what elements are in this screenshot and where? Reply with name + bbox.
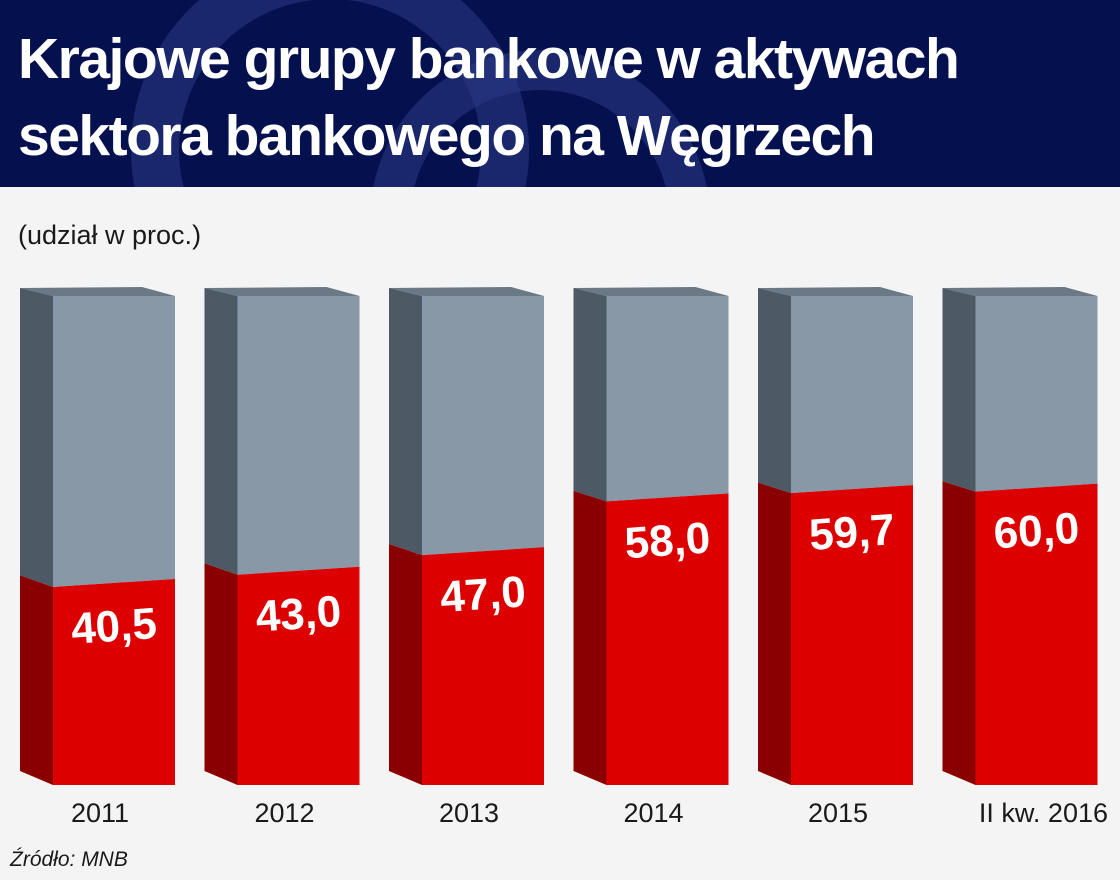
bar-rest-front bbox=[791, 296, 913, 494]
value-label: 43,0 bbox=[254, 587, 343, 642]
chart-subtitle: (udział w proc.) bbox=[18, 220, 201, 250]
value-label: 47,0 bbox=[439, 567, 528, 622]
bar-6: 60,0 bbox=[942, 287, 1098, 785]
value-label: 40,5 bbox=[70, 599, 159, 654]
bar-value-front bbox=[53, 578, 175, 785]
bar-value-side bbox=[20, 575, 53, 785]
bar-top-face bbox=[204, 287, 360, 296]
bar-rest-front bbox=[975, 296, 1098, 492]
bar-value-front bbox=[237, 566, 360, 785]
bar-rest-side bbox=[20, 288, 53, 587]
bar-value-side bbox=[942, 481, 976, 785]
bar-top-face bbox=[573, 287, 729, 296]
bar-value-front bbox=[975, 483, 1098, 785]
bar-5: 59,7 bbox=[758, 287, 913, 785]
category-label: 2012 bbox=[254, 798, 314, 828]
category-label: 2014 bbox=[623, 798, 683, 828]
bar-top-face bbox=[942, 287, 1098, 296]
category-label: 2011 bbox=[71, 798, 129, 828]
bar-4: 58,0 bbox=[573, 287, 729, 785]
bar-value-front bbox=[422, 547, 544, 785]
bars-group: 40,5 43,0 47,0 58,0 59,7 60,0 bbox=[20, 287, 1098, 785]
chart-title-line-1: Krajowe grupy bankowe w aktywach bbox=[18, 27, 958, 91]
bar-value-side bbox=[573, 490, 607, 785]
value-label: 60,0 bbox=[992, 504, 1081, 559]
bar-value-side bbox=[389, 543, 422, 785]
bar-value-front bbox=[791, 485, 913, 785]
bar-rest-front bbox=[606, 296, 729, 502]
bar-rest-side bbox=[204, 288, 238, 575]
value-label: 59,7 bbox=[808, 505, 897, 560]
watermark-ring-1 bbox=[131, 0, 529, 187]
bar-rest-side bbox=[573, 288, 607, 502]
bar-top-face bbox=[389, 287, 544, 296]
bar-2: 43,0 bbox=[204, 287, 360, 785]
category-labels: 2011 2012 2013 2014 2015 II kw. 2016 bbox=[71, 798, 1108, 828]
chart-title-line-2: sektora bankowego na Węgrzech bbox=[18, 104, 874, 168]
bar-value-side bbox=[204, 563, 238, 785]
bar-value-front bbox=[606, 493, 729, 785]
category-label: II kw. 2016 bbox=[979, 798, 1108, 828]
watermark-ring-2 bbox=[373, 50, 707, 187]
bar-rest-side bbox=[758, 288, 791, 494]
bar-3: 47,0 bbox=[389, 287, 544, 785]
bar-rest-front bbox=[53, 296, 175, 587]
bar-rest-side bbox=[389, 288, 422, 556]
category-label: 2015 bbox=[808, 798, 868, 828]
bar-rest-front bbox=[237, 296, 360, 575]
source-note: Źródło: MNB bbox=[9, 848, 128, 871]
value-label: 58,0 bbox=[623, 513, 712, 568]
bar-top-face bbox=[758, 287, 913, 296]
bar-1: 40,5 bbox=[20, 287, 175, 785]
bar-value-side bbox=[758, 482, 791, 785]
bar-top-face bbox=[20, 287, 175, 296]
bar-rest-front bbox=[422, 296, 544, 556]
watermark-logo bbox=[131, 0, 707, 187]
category-label: 2013 bbox=[439, 798, 499, 828]
bar-rest-side bbox=[942, 288, 976, 492]
